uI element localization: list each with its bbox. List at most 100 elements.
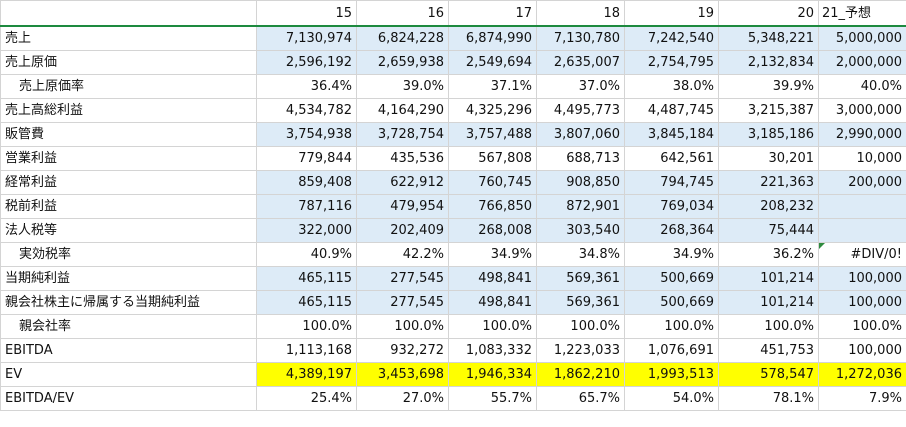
value-cell[interactable]: 322,000	[256, 218, 357, 243]
value-cell[interactable]: 1,993,513	[624, 362, 719, 387]
value-cell[interactable]: 38.0%	[624, 74, 719, 99]
value-cell[interactable]: 4,487,745	[624, 98, 719, 123]
value-cell[interactable]: 1,113,168	[256, 338, 357, 363]
value-cell[interactable]: 6,824,228	[356, 26, 449, 51]
value-cell[interactable]: 37.1%	[448, 74, 537, 99]
value-cell[interactable]: 100.0%	[536, 314, 625, 339]
value-cell[interactable]: 567,808	[448, 146, 537, 171]
value-cell[interactable]: 101,214	[718, 266, 819, 291]
value-cell[interactable]: 500,669	[624, 290, 719, 315]
row-label-cell[interactable]: 売上高総利益	[0, 98, 257, 123]
value-cell[interactable]: 4,495,773	[536, 98, 625, 123]
value-cell[interactable]	[818, 194, 906, 219]
value-cell[interactable]: 100.0%	[624, 314, 719, 339]
value-cell[interactable]: 277,545	[356, 290, 449, 315]
row-label-cell[interactable]: 法人税等	[0, 218, 257, 243]
value-cell[interactable]: 1,946,334	[448, 362, 537, 387]
value-cell[interactable]: 5,348,221	[718, 26, 819, 51]
value-cell[interactable]: 1,083,332	[448, 338, 537, 363]
value-cell[interactable]: 42.2%	[356, 242, 449, 267]
value-cell[interactable]: 40.9%	[256, 242, 357, 267]
value-cell[interactable]: 779,844	[256, 146, 357, 171]
value-cell[interactable]: 2,000,000	[818, 50, 906, 75]
value-cell[interactable]: 208,232	[718, 194, 819, 219]
row-label-cell[interactable]: 親会社率	[0, 314, 257, 339]
value-cell[interactable]: 6,874,990	[448, 26, 537, 51]
row-label-cell[interactable]: 経常利益	[0, 170, 257, 195]
value-cell[interactable]: 3,728,754	[356, 122, 449, 147]
value-cell[interactable]: 569,361	[536, 290, 625, 315]
value-cell[interactable]: 2,596,192	[256, 50, 357, 75]
row-label-cell[interactable]: EBITDA/EV	[0, 386, 257, 411]
value-cell[interactable]: 10,000	[818, 146, 906, 171]
value-cell[interactable]: 277,545	[356, 266, 449, 291]
value-cell[interactable]: 872,901	[536, 194, 625, 219]
value-cell[interactable]: 688,713	[536, 146, 625, 171]
value-cell[interactable]: 40.0%	[818, 74, 906, 99]
value-cell[interactable]: 766,850	[448, 194, 537, 219]
value-cell[interactable]: 4,325,296	[448, 98, 537, 123]
value-cell[interactable]: 1,076,691	[624, 338, 719, 363]
header-cell-19[interactable]: 19	[624, 0, 719, 27]
value-cell[interactable]: 769,034	[624, 194, 719, 219]
value-cell[interactable]: 1,272,036	[818, 362, 906, 387]
value-cell[interactable]: 303,540	[536, 218, 625, 243]
row-label-cell[interactable]: EBITDA	[0, 338, 257, 363]
value-cell[interactable]: 100.0%	[718, 314, 819, 339]
value-cell[interactable]: 642,561	[624, 146, 719, 171]
value-cell[interactable]: 1,862,210	[536, 362, 625, 387]
value-cell[interactable]: 569,361	[536, 266, 625, 291]
value-cell[interactable]: 3,754,938	[256, 122, 357, 147]
value-cell[interactable]: 202,409	[356, 218, 449, 243]
value-cell[interactable]: 100.0%	[256, 314, 357, 339]
value-cell[interactable]: 268,364	[624, 218, 719, 243]
value-cell[interactable]: 4,389,197	[256, 362, 357, 387]
value-cell[interactable]: 34.8%	[536, 242, 625, 267]
value-cell[interactable]: 578,547	[718, 362, 819, 387]
row-label-cell[interactable]: 税前利益	[0, 194, 257, 219]
value-cell[interactable]: 3,757,488	[448, 122, 537, 147]
value-cell[interactable]: 4,164,290	[356, 98, 449, 123]
value-cell[interactable]: 3,453,698	[356, 362, 449, 387]
value-cell[interactable]: 435,536	[356, 146, 449, 171]
value-cell[interactable]: 3,000,000	[818, 98, 906, 123]
value-cell[interactable]: 2,549,694	[448, 50, 537, 75]
value-cell[interactable]	[818, 218, 906, 243]
value-cell[interactable]: 200,000	[818, 170, 906, 195]
value-cell[interactable]: 78.1%	[718, 386, 819, 411]
value-cell[interactable]: 2,635,007	[536, 50, 625, 75]
value-cell[interactable]: 908,850	[536, 170, 625, 195]
row-label-cell[interactable]: 売上原価率	[0, 74, 257, 99]
value-cell[interactable]: 465,115	[256, 266, 357, 291]
value-cell[interactable]: 3,215,387	[718, 98, 819, 123]
value-cell[interactable]: 760,745	[448, 170, 537, 195]
value-cell[interactable]: 2,990,000	[818, 122, 906, 147]
value-cell[interactable]: 1,223,033	[536, 338, 625, 363]
value-cell[interactable]: 498,841	[448, 266, 537, 291]
value-cell[interactable]: 34.9%	[624, 242, 719, 267]
value-cell[interactable]: 55.7%	[448, 386, 537, 411]
value-cell[interactable]: 101,214	[718, 290, 819, 315]
row-label-cell[interactable]: 親会社株主に帰属する当期純利益	[0, 290, 257, 315]
value-cell[interactable]: 65.7%	[536, 386, 625, 411]
header-cell-20[interactable]: 20	[718, 0, 819, 27]
value-cell[interactable]: 25.4%	[256, 386, 357, 411]
row-label-cell[interactable]: 売上原価	[0, 50, 257, 75]
value-cell[interactable]: 27.0%	[356, 386, 449, 411]
value-cell[interactable]: 3,185,186	[718, 122, 819, 147]
header-cell-label[interactable]	[0, 0, 257, 27]
row-label-cell[interactable]: 実効税率	[0, 242, 257, 267]
header-cell-15[interactable]: 15	[256, 0, 357, 27]
value-cell[interactable]: 39.9%	[718, 74, 819, 99]
row-label-cell[interactable]: 当期純利益	[0, 266, 257, 291]
value-cell[interactable]: 37.0%	[536, 74, 625, 99]
value-cell[interactable]: 100,000	[818, 266, 906, 291]
value-cell[interactable]: 3,807,060	[536, 122, 625, 147]
value-cell[interactable]: 100.0%	[818, 314, 906, 339]
value-cell[interactable]: 7,130,780	[536, 26, 625, 51]
value-cell[interactable]: 3,845,184	[624, 122, 719, 147]
value-cell[interactable]: 500,669	[624, 266, 719, 291]
value-cell[interactable]: 100,000	[818, 338, 906, 363]
value-cell[interactable]: 451,753	[718, 338, 819, 363]
value-cell[interactable]: 54.0%	[624, 386, 719, 411]
